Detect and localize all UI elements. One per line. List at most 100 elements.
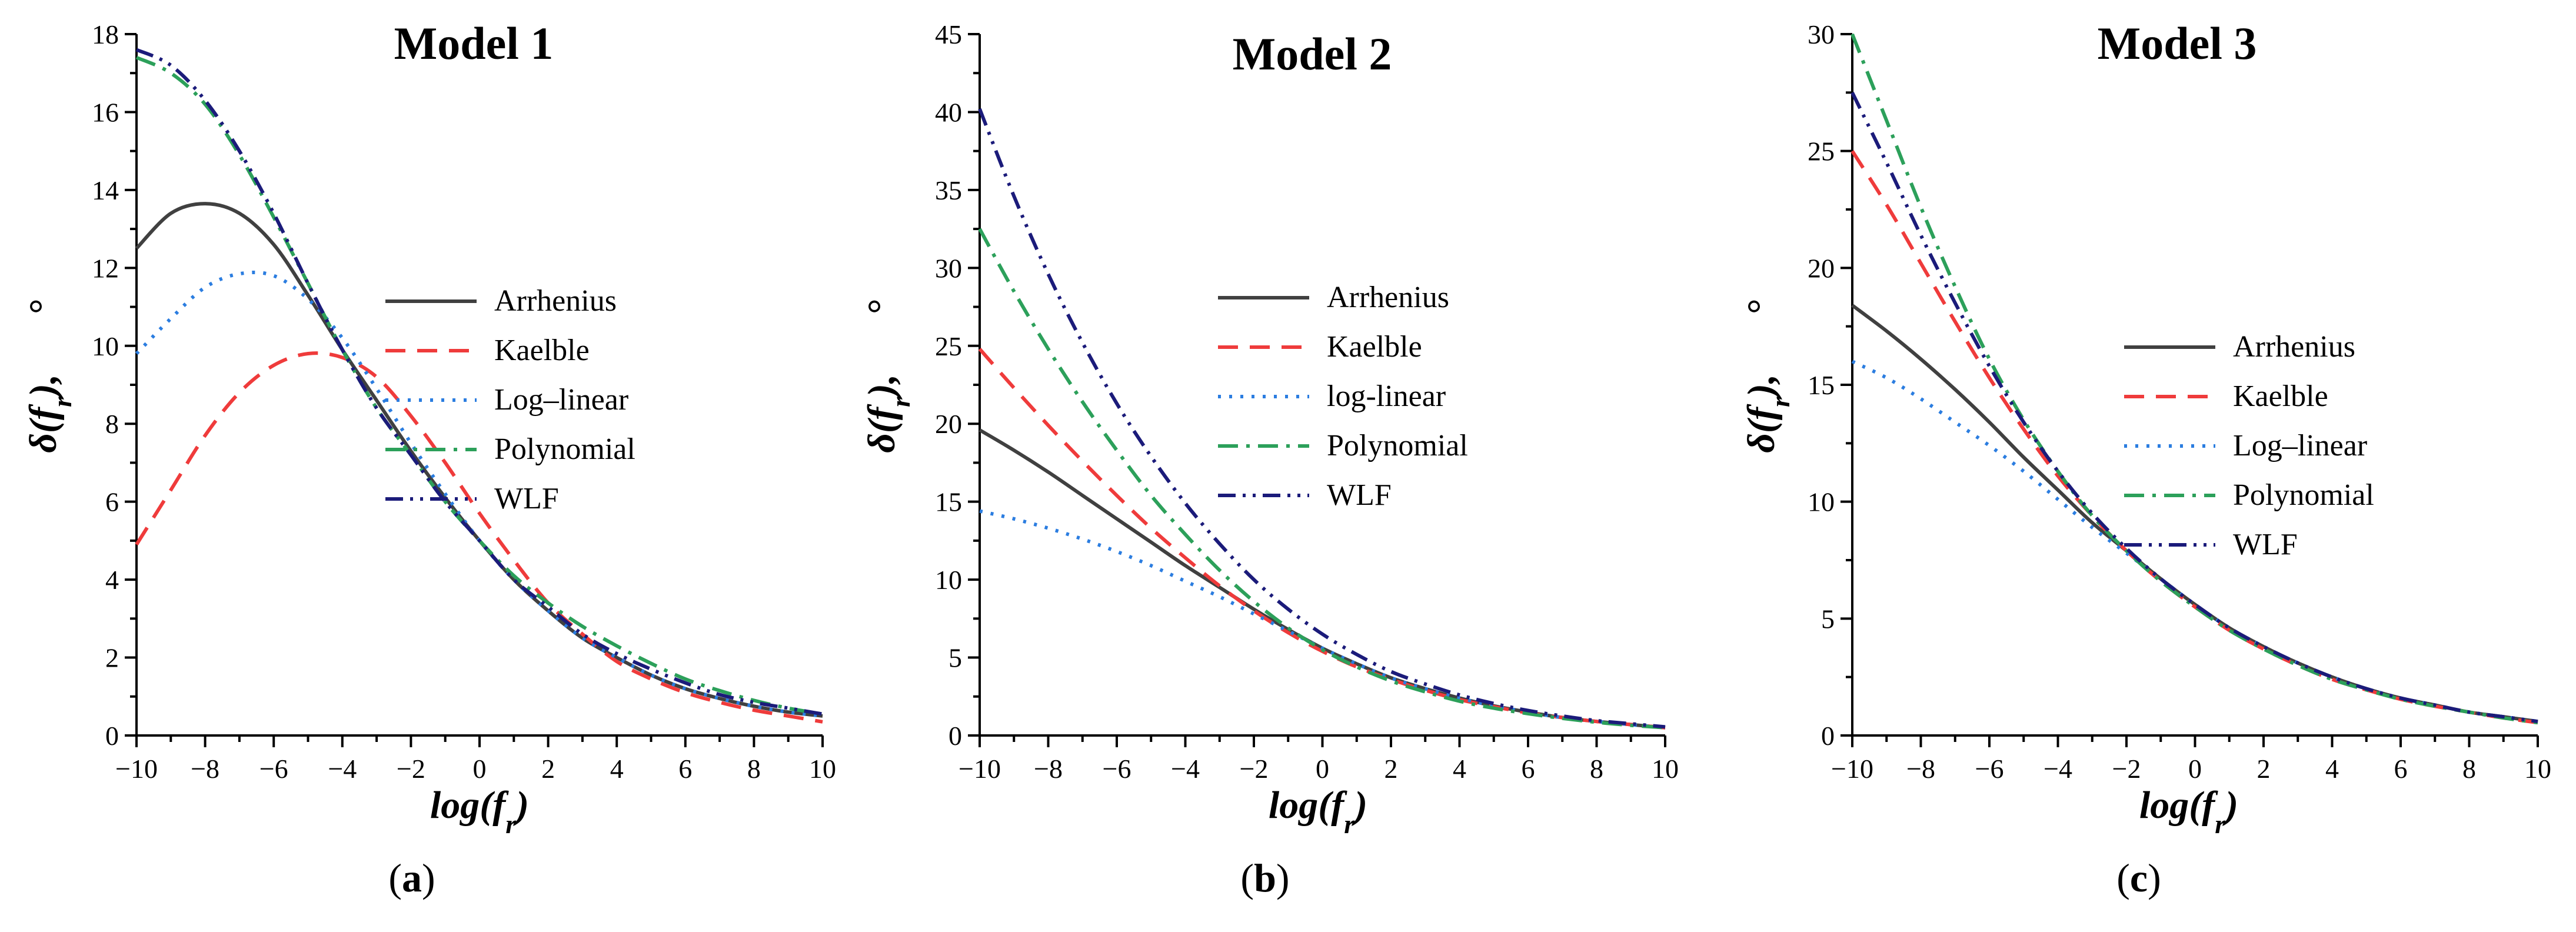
x-tick-label: 8 bbox=[747, 754, 761, 784]
y-tick-label: 20 bbox=[935, 409, 962, 439]
x-tick-label: −6 bbox=[1103, 754, 1131, 784]
x-tick-label: −8 bbox=[1034, 754, 1063, 784]
y-tick-label: 40 bbox=[935, 97, 962, 127]
series-line-wlf bbox=[135, 48, 823, 716]
y-tick-label: 0 bbox=[105, 721, 119, 751]
legend-entry: Polynomial bbox=[494, 432, 635, 466]
chart-panel-2: Model 2 0 5 10 15 20 25 30 35 40 45 −10 −8 −6 −4 −2 0 2 4 6… bbox=[860, 19, 1679, 900]
x-tick-label: 10 bbox=[2524, 754, 2551, 784]
legend-entry: Arrhenius bbox=[2233, 330, 2355, 364]
x-tick-label: −4 bbox=[328, 754, 357, 784]
series-line-kaelble bbox=[978, 348, 1666, 730]
y-tick-label: 35 bbox=[935, 175, 962, 205]
series-line-polynomial bbox=[1851, 33, 2538, 725]
x-tick-label: 4 bbox=[1453, 754, 1466, 784]
legend: Arrhenius Kaelble log-linear Polynomial WLF bbox=[1218, 281, 1468, 512]
legend-entry: Log–linear bbox=[2233, 429, 2367, 462]
chart-panel-3: Model 3 0 5 10 15 20 25 30 −10 −8 −6 −4 −2 0 2 4 6 8 10 Arr… bbox=[1740, 18, 2551, 900]
x-tick-label: 0 bbox=[473, 754, 487, 784]
series-line-wlf bbox=[978, 108, 1666, 729]
y-tick-label: 10 bbox=[92, 331, 119, 361]
x-tick-label: 6 bbox=[678, 754, 692, 784]
y-tick-label: 16 bbox=[92, 97, 119, 127]
chart-panel-1: Model 1 0 2 4 6 8 10 12 14 16 18 −10 −8 −6 −4 −2 0 2 4 6 8 10… bbox=[22, 18, 836, 900]
y-tick-label: 25 bbox=[935, 331, 962, 361]
y-tick-label: 25 bbox=[1808, 137, 1835, 167]
series-line-arrhenius bbox=[135, 202, 823, 718]
series-line-kaelble bbox=[135, 351, 823, 724]
legend-entry: Polynomial bbox=[2233, 478, 2374, 512]
y-tick-label: 14 bbox=[92, 175, 119, 205]
y-tick-label: 5 bbox=[1821, 604, 1835, 634]
subfigure-label: (c) bbox=[2116, 856, 2161, 900]
y-tick-label: 18 bbox=[92, 19, 119, 49]
x-axis-label: log(fr) bbox=[430, 784, 529, 839]
y-tick-label: 0 bbox=[948, 721, 962, 751]
legend-entry: Arrhenius bbox=[494, 284, 617, 318]
chart-title: Model 1 bbox=[394, 18, 554, 69]
legend-entry: WLF bbox=[494, 482, 559, 515]
series-line-polynomial bbox=[978, 228, 1666, 730]
legend: Arrhenius Kaelble Log–linear Polynomial WLF bbox=[2124, 330, 2374, 561]
x-tick-label: −4 bbox=[1171, 754, 1200, 784]
x-tick-label: 2 bbox=[1384, 754, 1398, 784]
y-tick-label: 20 bbox=[1808, 253, 1835, 283]
x-tick-label: −6 bbox=[259, 754, 288, 784]
legend: Arrhenius Kaelble Log–linear Polynomial WLF bbox=[385, 284, 635, 515]
series-line-arrhenius bbox=[1851, 304, 2538, 724]
legend-entry: Kaelble bbox=[2233, 380, 2328, 413]
series-line-log-linear bbox=[1851, 360, 2538, 724]
x-axis-label: log(fr) bbox=[1269, 784, 1367, 839]
x-tick-label: 0 bbox=[1316, 754, 1329, 784]
subfigure-label: (a) bbox=[388, 856, 435, 900]
x-tick-label: −6 bbox=[1975, 754, 2004, 784]
y-tick-label: 15 bbox=[1808, 370, 1835, 400]
series-line-log-linear bbox=[979, 509, 1666, 730]
x-tick-label: 8 bbox=[2462, 754, 2476, 784]
chart-title: Model 3 bbox=[2098, 18, 2257, 69]
x-tick-label: −2 bbox=[2112, 754, 2141, 784]
y-tick-label: 12 bbox=[92, 253, 119, 283]
series-line-arrhenius bbox=[979, 428, 1666, 730]
x-tick-label: −10 bbox=[958, 754, 1001, 784]
legend-entry: log-linear bbox=[1327, 380, 1446, 413]
y-tick-label: 10 bbox=[935, 565, 962, 595]
x-tick-label: 2 bbox=[2257, 754, 2271, 784]
legend-entry: Polynomial bbox=[1327, 429, 1468, 462]
series-line-kaelble bbox=[1851, 150, 2538, 725]
x-tick-label: 4 bbox=[2325, 754, 2339, 784]
x-tick-label: 8 bbox=[1590, 754, 1603, 784]
series-line-wlf bbox=[1851, 91, 2538, 724]
series-line-log-linear bbox=[135, 270, 823, 718]
x-axis-label: log(fr) bbox=[2139, 784, 2238, 839]
x-tick-label: 4 bbox=[610, 754, 624, 784]
legend-entry: Log–linear bbox=[494, 383, 628, 417]
y-tick-label: 30 bbox=[935, 253, 962, 283]
y-tick-label: 15 bbox=[935, 487, 962, 517]
y-tick-label: 45 bbox=[935, 19, 962, 49]
legend-entry: WLF bbox=[2233, 528, 2298, 561]
x-tick-label: −4 bbox=[2044, 754, 2072, 784]
y-axis-label: δ(fr), ° bbox=[22, 300, 77, 453]
series-line-polynomial bbox=[135, 55, 823, 716]
x-tick-label: 6 bbox=[1522, 754, 1535, 784]
legend-entry: WLF bbox=[1327, 478, 1392, 512]
legend-entry: Arrhenius bbox=[1327, 281, 1449, 314]
x-tick-label: −10 bbox=[115, 754, 158, 784]
x-tick-label: 10 bbox=[809, 754, 836, 784]
y-axis-label: δ(fr), ° bbox=[860, 300, 916, 453]
chart-title: Model 2 bbox=[1233, 28, 1392, 79]
legend-entry: Kaelble bbox=[494, 334, 590, 367]
x-tick-label: 6 bbox=[2394, 754, 2408, 784]
subfigure-label: (b) bbox=[1240, 856, 1289, 900]
x-tick-label: −10 bbox=[1831, 754, 1873, 784]
y-tick-label: 8 bbox=[105, 409, 119, 439]
y-tick-label: 10 bbox=[1808, 487, 1835, 517]
y-tick-label: 0 bbox=[1821, 721, 1835, 751]
x-tick-label: −2 bbox=[397, 754, 425, 784]
x-tick-label: −8 bbox=[1906, 754, 1935, 784]
x-tick-label: −2 bbox=[1240, 754, 1269, 784]
legend-entry: Kaelble bbox=[1327, 330, 1422, 364]
y-axis-label: δ(fr), ° bbox=[1740, 300, 1795, 453]
